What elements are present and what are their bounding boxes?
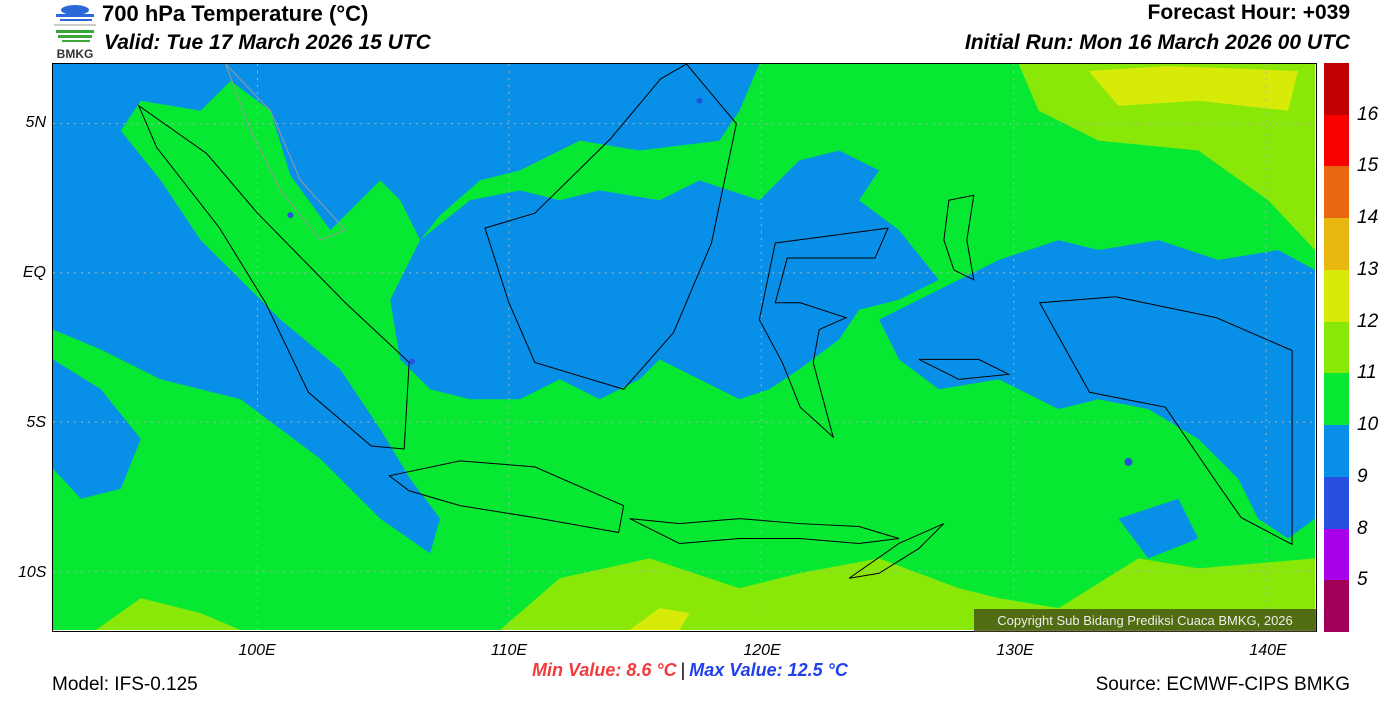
nusa-tenggara-outline [629,518,900,544]
colorbar-label: 16 [1357,103,1379,125]
colorbar-label: 12 [1357,310,1379,332]
copyright-notice: Copyright Sub Bidang Prediksi Cuaca BMKG… [974,609,1316,632]
lat-label: 5N [25,114,46,131]
chart-title: 700 hPa Temperature (°C) [102,1,369,26]
colorbar [1324,63,1349,633]
colorbar-segment [1324,476,1349,530]
lon-label: 130E [996,642,1034,659]
bmkg-logo: BMKG [52,2,98,61]
colorbar-label: 9 [1357,465,1368,487]
colorbar-label: 13 [1357,258,1379,280]
lon-label: 100E [238,642,276,659]
colorbar-label: 14 [1357,207,1379,229]
colorbar-segment [1324,269,1349,323]
papua-outline [1038,296,1293,546]
sulawesi-outline [758,227,889,439]
lon-label: 140E [1249,642,1287,659]
maluku-outline [918,358,1011,380]
max-value: Max Value: 12.5 °C [689,660,848,680]
svg-text:BMKG: BMKG [57,47,94,60]
java-outline [388,460,625,534]
min-value: Min Value: 8.6 °C [532,660,677,680]
colorbar-segment [1324,63,1349,116]
model-label: Model: IFS-0.125 [52,674,198,695]
lon-label: 120E [743,642,781,659]
source-label: Source: ECMWF-CIPS BMKG [1095,674,1350,695]
malay-peninsula-outline [225,64,347,241]
colorbar-label: 10 [1357,414,1379,436]
colorbar-label: 5 [1357,569,1368,591]
colorbar-label: 11 [1357,362,1377,384]
lat-label: 10S [18,564,47,581]
separator: | [680,660,686,680]
colorbar-segment [1324,114,1349,167]
colorbar-segment [1324,373,1349,426]
hot-region [629,65,1299,630]
colorbar-label: 8 [1357,517,1368,539]
timor-outline [848,523,945,579]
min-max-values: Min Value: 8.6 °C | Max Value: 12.5 °C [532,660,848,681]
halmahera-outline [943,194,975,281]
colorbar-segment [1324,321,1349,374]
lon-label: 110E [490,642,528,659]
colorbar-segment [1324,218,1349,271]
sumatra-outline [137,104,410,450]
borneo-outline [484,64,737,390]
valid-time: Valid: Tue 17 March 2026 15 UTC [104,31,431,54]
colorbar-segment [1324,528,1349,581]
colorbar-segment [1324,580,1349,633]
forecast-hour: Forecast Hour: +039 [1147,1,1351,24]
temperature-map [52,63,1317,632]
colorbar-segment [1324,425,1349,478]
lat-label: EQ [22,264,46,281]
lat-label: 5S [26,414,46,431]
initial-run: Initial Run: Mon 16 March 2026 00 UTC [964,31,1350,54]
colorbar-segment [1324,166,1349,219]
colorbar-label: 15 [1357,155,1379,177]
